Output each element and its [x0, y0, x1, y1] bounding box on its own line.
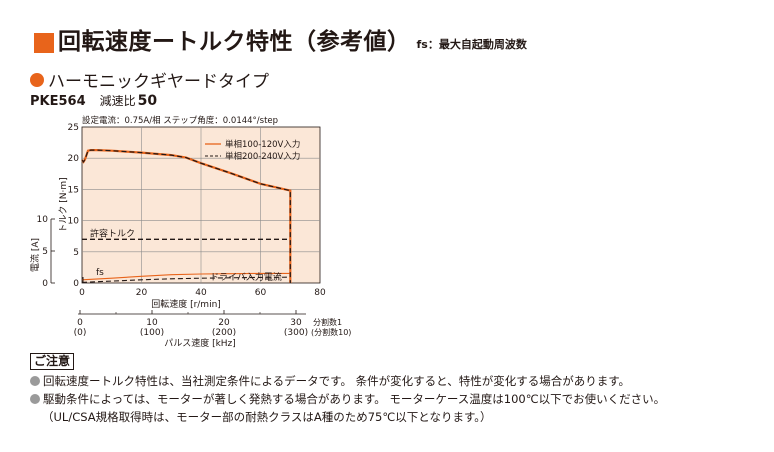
y-tick-label: 15 — [68, 185, 79, 195]
y2-tick-label: 10 — [37, 215, 49, 225]
current-line-100v — [81, 272, 291, 281]
chart-condition: 設定電流：0.75A/相 ステップ角度：0.0144°/step — [82, 115, 278, 126]
y-axis-label: トルク [N·m] — [58, 177, 69, 232]
x2-tick-label: 30 — [290, 318, 302, 328]
x-tick-label: 60 — [255, 288, 267, 298]
x2-tick-label: 10 — [146, 318, 158, 328]
y-tick-label: 25 — [68, 123, 79, 133]
note-line-3: （UL/CSA規格取得時は、モーター部の耐熱クラスはA種のため75℃以下となりま… — [42, 409, 492, 425]
ratio-value: 50 — [137, 93, 158, 109]
legend-label-100v: 単相100-120V入力 — [225, 139, 300, 150]
y-tick-label: 0 — [73, 279, 79, 289]
x-tick-label: 40 — [195, 288, 207, 298]
permissible-torque-label: 許容トルク — [90, 227, 135, 239]
title-marker — [34, 33, 54, 53]
x2-tick-sublabel: (100) — [140, 328, 164, 338]
torque-line-200v — [81, 149, 291, 283]
x-axis-label: 回転速度 [r/min] — [151, 298, 221, 310]
x2-tick-label: 20 — [218, 318, 230, 328]
x2-tick-sublabel: (300) — [284, 328, 308, 338]
y-tick-label: 10 — [68, 217, 80, 227]
fs-annotation: fs — [96, 268, 104, 278]
title-note: fs：最大自起動周波数 — [416, 38, 527, 51]
y2-axis-label: 電流 [A] — [29, 238, 41, 272]
x-tick-label: 80 — [314, 288, 326, 298]
subtitle-text: ハーモニックギヤードタイプ — [48, 72, 269, 92]
note-line-2: 駆動条件によっては、モーターが著しく発熱する場合があります。 モーターケース温度… — [30, 391, 665, 407]
x-tick-label: 0 — [79, 288, 85, 298]
driver-current-annotation: ドライバ入力電流 — [210, 271, 282, 283]
bullet-dot-icon — [30, 72, 44, 87]
x2-note-1: 分割数1 — [313, 317, 342, 327]
x2-tick-sublabel: (200) — [212, 328, 236, 338]
x2-tick-sublabel: (0) — [74, 328, 87, 338]
notes-heading: ご注意 — [30, 353, 75, 370]
note-line-1: 回転速度ートルク特性は、当社測定条件によるデータです。 条件が変化すると、特性が… — [30, 373, 630, 389]
y-tick-label: 20 — [68, 154, 80, 164]
note-text-2: 駆動条件によっては、モーターが著しく発熱する場合があります。 モーターケース温度… — [43, 392, 666, 406]
x-tick-label: 20 — [136, 288, 148, 298]
page-title: 回転速度ートルク特性（参考値） fs：最大自起動周波数 — [34, 26, 527, 56]
y2-tick-label: 0 — [42, 279, 48, 289]
x2-tick-label: 0 — [77, 318, 83, 328]
note-text-3: （UL/CSA規格取得時は、モーター部の耐熱クラスはA種のため75℃以下となりま… — [42, 410, 492, 424]
model-info: PKE564 減速比 50 — [30, 92, 157, 109]
legend-label-200v: 単相200-240V入力 — [225, 151, 300, 162]
ratio-label: 減速比 — [99, 94, 136, 108]
torque-speed-chart: 設定電流：0.75A/相 ステップ角度：0.0144°/step 0 5 10 15 2… — [29, 115, 351, 349]
y2-tick-label: 5 — [42, 247, 48, 257]
note-text-1: 回転速度ートルク特性は、当社測定条件によるデータです。 条件が変化すると、特性が… — [43, 374, 631, 388]
y-tick-label: 5 — [73, 248, 79, 258]
note-bullet-icon — [30, 376, 40, 386]
current-line-200v — [81, 276, 291, 283]
model-name: PKE564 — [30, 94, 86, 109]
title-text: 回転速度ートルク特性（参考値） — [58, 29, 411, 55]
note-bullet-icon — [30, 394, 40, 404]
x2-note-2: (分割数10) — [311, 327, 351, 337]
x2-axis-label: パルス速度 [kHz] — [164, 337, 236, 349]
section-subtitle: ハーモニックギヤードタイプ — [30, 67, 269, 92]
